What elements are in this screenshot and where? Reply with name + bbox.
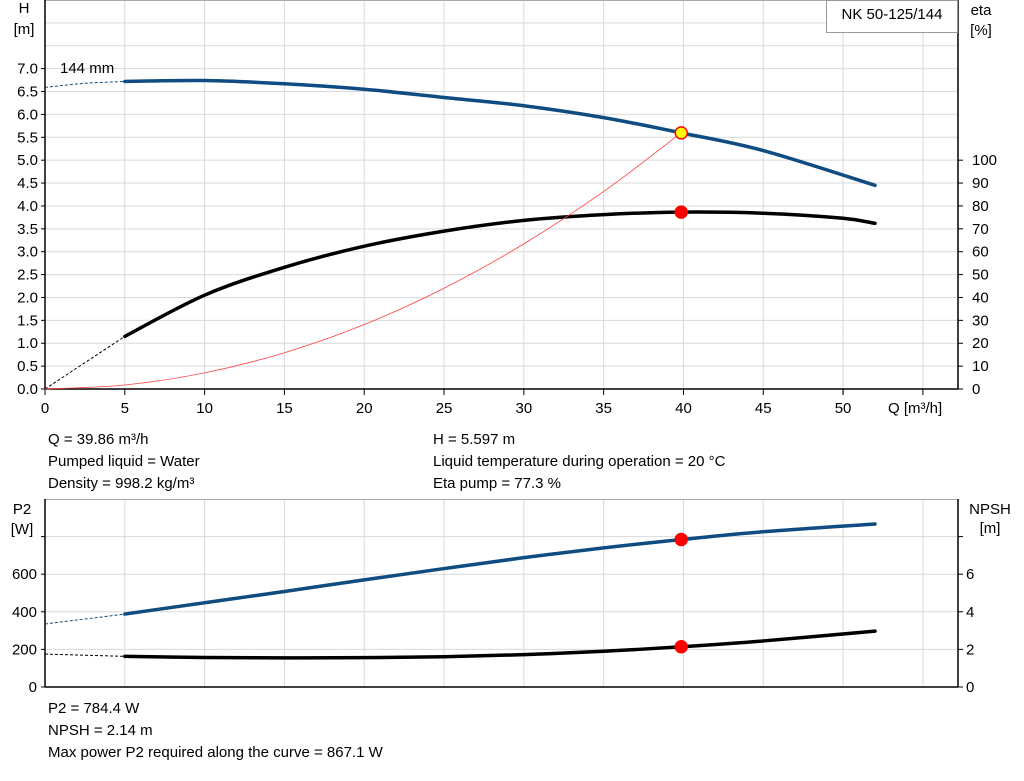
h-tick-label: 6.5 — [17, 84, 38, 101]
h-tick-label: 7.0 — [17, 61, 38, 78]
impeller-diameter-label: 144 mm — [60, 60, 114, 77]
h-tick-label: 2.5 — [17, 267, 38, 284]
system-curve — [44, 132, 682, 390]
eta-tick-label: 100 — [972, 152, 997, 169]
info-top-right: H = 5.597 m Liquid temperature during op… — [433, 429, 725, 495]
npsh-tick-label: 0 — [966, 679, 974, 696]
h-tick-label: 3.5 — [17, 221, 38, 238]
h-tick-label: 1.0 — [17, 335, 38, 352]
p2-tick-label: 600 — [12, 566, 37, 583]
p2-curve-extrapolated — [44, 613, 125, 625]
x-axis-label: Q [m³/h] — [888, 400, 942, 417]
h-tick-label: 1.5 — [17, 312, 38, 329]
right-axis-name: eta — [971, 2, 993, 19]
h-curve — [123, 78, 877, 188]
npsh-curve-extrapolated — [44, 653, 125, 657]
eta-tick-label: 0 — [972, 381, 980, 398]
left-axis-unit: [W] — [11, 521, 34, 538]
q-tick-label: 10 — [196, 400, 213, 417]
q-tick-label: 40 — [675, 400, 692, 417]
pump-model-label: NK 50-125/144 — [842, 6, 943, 23]
eta-readout: Eta pump = 77.3 % — [433, 475, 561, 492]
h-tick-label: 3.0 — [17, 244, 38, 261]
eta-tick-label: 30 — [972, 312, 989, 329]
h-tick-label: 0.5 — [17, 358, 38, 375]
eta-tick-label: 10 — [972, 358, 989, 375]
left-axis-unit: [m] — [14, 21, 35, 38]
h-tick-label: 2.0 — [17, 289, 38, 306]
q-tick-label: 20 — [356, 400, 373, 417]
eta-tick-label: 80 — [972, 198, 989, 215]
liquid-readout: Pumped liquid = Water — [48, 453, 200, 470]
density-readout: Density = 998.2 kg/m³ — [48, 475, 195, 492]
head-readout: H = 5.597 m — [433, 431, 516, 448]
h-tick-label: 5.5 — [17, 129, 38, 146]
right-axis-unit: [m] — [980, 520, 1001, 537]
eta-tick-label: 90 — [972, 175, 989, 192]
eta-tick-label: 40 — [972, 289, 989, 306]
eta-tick-label: 20 — [972, 335, 989, 352]
right-axis-name: NPSH — [969, 501, 1011, 518]
left-axis-name: H — [19, 0, 30, 17]
h-curve-extrapolated — [44, 80, 125, 88]
eta-tick-label: 50 — [972, 267, 989, 284]
h-tick-label: 0.0 — [17, 381, 38, 398]
h-tick-label: 4.5 — [17, 175, 38, 192]
flow-readout: Q = 39.86 m³/h — [48, 431, 149, 448]
p2-tick-label: 200 — [12, 641, 37, 658]
h-operating-point — [674, 126, 688, 140]
npsh-readout: NPSH = 2.14 m — [48, 722, 153, 739]
q-tick-label: 45 — [755, 400, 772, 417]
p2-tick-label: 0 — [29, 679, 37, 696]
p2-tick-label: 400 — [12, 604, 37, 621]
p2-operating-point — [674, 532, 688, 547]
eta-tick-label: 70 — [972, 221, 989, 238]
q-tick-label: 50 — [835, 400, 852, 417]
npsh-operating-point — [674, 640, 688, 654]
q-tick-label: 30 — [516, 400, 533, 417]
eta-operating-point — [674, 205, 688, 219]
max-power-readout: Max power P2 required along the curve = … — [48, 744, 383, 761]
h-tick-label: 5.0 — [17, 152, 38, 169]
q-tick-label: 25 — [436, 400, 453, 417]
npsh-curve — [123, 629, 877, 660]
p2-readout: P2 = 784.4 W — [48, 700, 140, 717]
q-tick-label: 35 — [595, 400, 612, 417]
h-tick-label: 6.0 — [17, 106, 38, 123]
eta-curve — [123, 210, 877, 339]
npsh-tick-label: 2 — [966, 641, 974, 658]
h-tick-label: 4.0 — [17, 198, 38, 215]
q-tick-label: 15 — [276, 400, 293, 417]
eta-curve-extrapolated — [44, 335, 126, 390]
npsh-tick-label: 6 — [966, 566, 974, 583]
eta-tick-label: 60 — [972, 244, 989, 261]
info-bottom: P2 = 784.4 W NPSH = 2.14 m Max power P2 … — [48, 698, 383, 764]
pump-model-box — [826, 0, 958, 33]
npsh-tick-label: 4 — [966, 604, 974, 621]
info-top-left: Q = 39.86 m³/h Pumped liquid = Water Den… — [48, 429, 200, 495]
right-axis-unit: [%] — [970, 22, 992, 39]
p2-curve — [123, 522, 877, 616]
q-tick-label: 0 — [41, 400, 49, 417]
temperature-readout: Liquid temperature during operation = 20… — [433, 453, 726, 470]
q-tick-label: 5 — [121, 400, 129, 417]
left-axis-name: P2 — [13, 501, 31, 518]
